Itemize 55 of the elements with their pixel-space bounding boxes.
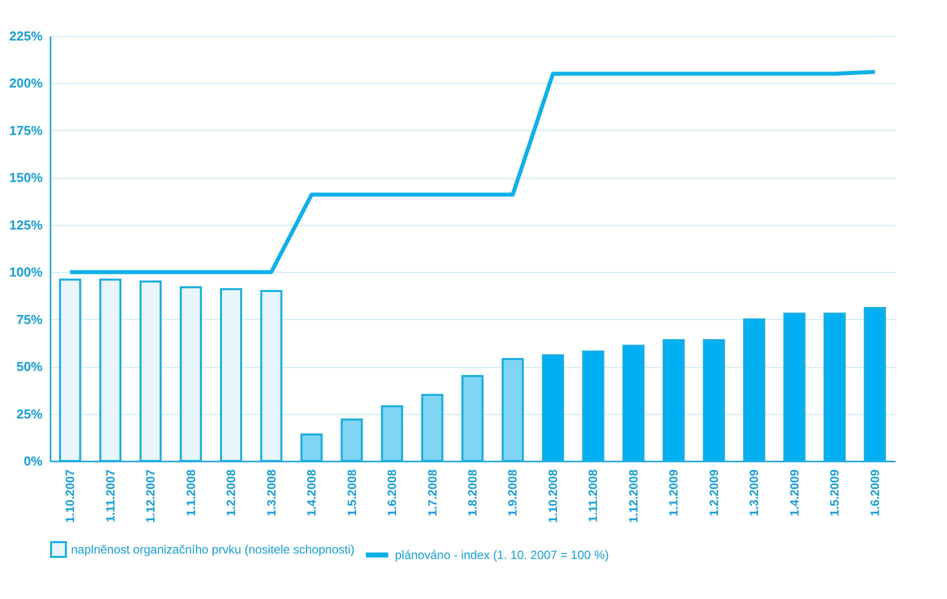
bar — [421, 394, 444, 462]
x-tick-label: 1.4.2009 — [787, 469, 802, 516]
legend-label: naplněnost organizačního prvku (nositele schopnosti) — [71, 542, 355, 556]
bar — [824, 312, 846, 462]
x-tick-label: 1.11.2008 — [586, 469, 600, 522]
y-tick-label: 125% — [9, 217, 43, 232]
x-tick-label: 1.11.2007 — [103, 469, 118, 522]
bar — [783, 312, 806, 462]
y-tick-label: 25% — [16, 406, 43, 422]
x-tick-label: 1.9.2008 — [506, 469, 520, 516]
legend-label: plánováno - index (1. 10. 2007 = 100 %) — [395, 548, 609, 562]
x-tick-label: 1.8.2008 — [466, 469, 480, 516]
bar — [662, 339, 685, 462]
bar — [702, 339, 725, 462]
x-tick-label: 1.3.2009 — [747, 469, 762, 516]
y-tick-label: 175% — [9, 122, 43, 138]
bar — [340, 418, 363, 462]
bar — [260, 290, 282, 462]
x-tick-label: 1.7.2008 — [425, 469, 440, 516]
y-tick-label: 75% — [16, 312, 43, 327]
bar — [180, 286, 202, 462]
x-tick-label: 1.1.2009 — [666, 469, 681, 516]
y-tick-label: 100% — [9, 264, 43, 280]
x-tick-label: 1.5.2009 — [828, 469, 842, 516]
bar — [582, 350, 604, 462]
x-tick-label: 1.12.2007 — [144, 469, 158, 523]
bar — [743, 318, 766, 462]
y-tick-label: 0% — [24, 454, 43, 468]
line-series — [68, 70, 877, 274]
x-tick-label: 1.2.2009 — [706, 469, 721, 516]
bar — [380, 405, 404, 462]
x-tick-label: 1.1.2008 — [184, 469, 198, 516]
bar — [864, 307, 886, 462]
y-tick-label: 150% — [9, 170, 43, 186]
y-tick-label: 225% — [9, 28, 43, 44]
x-tick-label: 1.6.2009 — [868, 469, 882, 516]
bar — [461, 375, 484, 462]
x-tick-label: 1.10.2007 — [63, 469, 78, 523]
x-tick-label: 1.12.2008 — [626, 469, 640, 523]
x-tick-label: 1.6.2008 — [385, 469, 400, 516]
bar — [140, 280, 162, 462]
x-tick-label: 1.4.2008 — [304, 469, 319, 516]
bar — [300, 434, 323, 462]
y-tick-label: 200% — [9, 76, 43, 91]
x-tick-label: 1.5.2008 — [344, 469, 359, 516]
x-tick-label: 1.10.2008 — [546, 469, 560, 523]
bar — [99, 278, 122, 462]
x-tick-label: 1.3.2008 — [264, 469, 278, 516]
y-tick-label: 50% — [16, 359, 43, 374]
bar — [502, 358, 524, 462]
bar — [542, 354, 564, 462]
bar — [59, 278, 82, 462]
bar — [622, 344, 645, 462]
x-tick-label: 1.2.2008 — [224, 469, 238, 516]
bar — [220, 288, 242, 462]
